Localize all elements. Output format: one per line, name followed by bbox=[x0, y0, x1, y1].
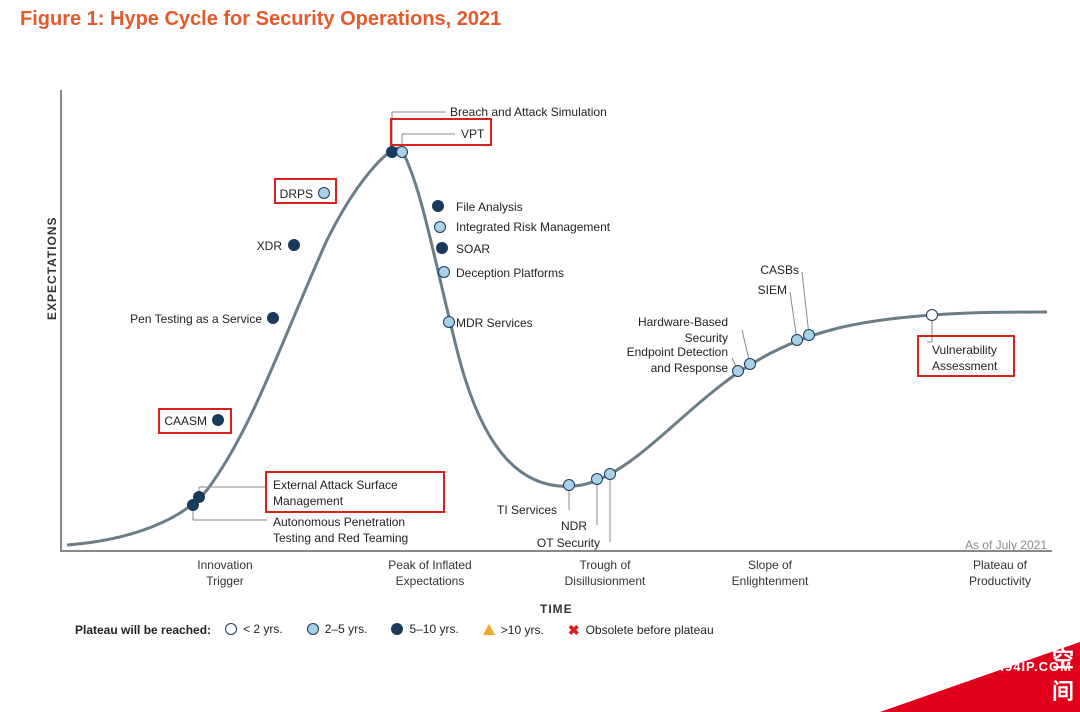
tech-label-soar: SOAR bbox=[456, 242, 490, 258]
tech-marker-ti bbox=[563, 479, 575, 491]
tech-marker-deception bbox=[438, 266, 450, 278]
legend-lead: Plateau will be reached: bbox=[75, 623, 211, 637]
tech-label-fileanalysis: File Analysis bbox=[456, 200, 523, 216]
legend-label: < 2 yrs. bbox=[243, 622, 283, 636]
phase-label: Peak of InflatedExpectations bbox=[370, 558, 490, 589]
tech-marker-soar bbox=[436, 242, 448, 254]
legend: Plateau will be reached: < 2 yrs. 2–5 yrs… bbox=[75, 622, 738, 638]
tech-marker-vpt bbox=[396, 146, 408, 158]
tech-marker-pentest bbox=[267, 312, 279, 324]
legend-swatch: ✖ bbox=[568, 625, 580, 635]
legend-swatch bbox=[391, 623, 403, 635]
highlight-vulnassess bbox=[917, 335, 1015, 377]
tech-marker-casb bbox=[803, 329, 815, 341]
tech-label-deception: Deception Platforms bbox=[456, 266, 564, 282]
tech-label-xdr: XDR bbox=[257, 239, 282, 255]
phase-label: Trough ofDisillusionment bbox=[545, 558, 665, 589]
tech-marker-fileanalysis bbox=[432, 200, 444, 212]
phase-label: Plateau ofProductivity bbox=[940, 558, 1060, 589]
tech-marker-hwsec bbox=[744, 358, 756, 370]
legend-item-5to10: 5–10 yrs. bbox=[391, 622, 468, 636]
tech-marker-xdr bbox=[288, 239, 300, 251]
tech-marker-ndr bbox=[591, 473, 603, 485]
tech-label-siem: SIEM bbox=[758, 283, 787, 299]
tech-marker-irm bbox=[434, 221, 446, 233]
tech-marker-easm bbox=[193, 491, 205, 503]
figure-title: Figure 1: Hype Cycle for Security Operat… bbox=[20, 8, 501, 31]
legend-label: >10 yrs. bbox=[501, 623, 544, 637]
highlight-easm bbox=[265, 471, 445, 513]
legend-item-obsolete: ✖ Obsolete before plateau bbox=[568, 623, 724, 637]
tech-label-casb: CASBs bbox=[760, 263, 799, 279]
tech-label-mdr: MDR Services bbox=[456, 316, 533, 332]
tech-label-hwsec: Hardware-BasedSecurity bbox=[638, 315, 728, 346]
legend-item-gt10: >10 yrs. bbox=[483, 623, 554, 637]
legend-label: Obsolete before plateau bbox=[586, 623, 714, 637]
tech-label-ti: TI Services bbox=[497, 503, 557, 519]
as-of-label: As of July 2021 bbox=[965, 538, 1047, 552]
y-axis-label: EXPECTATIONS bbox=[45, 216, 59, 320]
legend-swatch bbox=[483, 624, 495, 635]
legend-item-2to5: 2–5 yrs. bbox=[307, 622, 378, 636]
tech-marker-mdr bbox=[443, 316, 455, 328]
legend-item-lt2: < 2 yrs. bbox=[225, 622, 293, 636]
tech-marker-edr bbox=[732, 365, 744, 377]
legend-swatch bbox=[225, 623, 237, 635]
tech-marker-siem bbox=[791, 334, 803, 346]
tech-marker-vulnassess bbox=[926, 309, 938, 321]
tech-label-irm: Integrated Risk Management bbox=[456, 220, 610, 236]
chart-area: Autonomous PenetrationTesting and Red Te… bbox=[60, 90, 1052, 552]
x-axis-label: TIME bbox=[540, 602, 573, 616]
phase-label: Slope ofEnlightenment bbox=[710, 558, 830, 589]
highlight-drps bbox=[274, 178, 337, 204]
tech-marker-ot bbox=[604, 468, 616, 480]
legend-swatch bbox=[307, 623, 319, 635]
legend-label: 2–5 yrs. bbox=[325, 622, 368, 636]
tech-label-pentest: Pen Testing as a Service bbox=[130, 312, 262, 328]
watermark-triangle bbox=[880, 642, 1080, 712]
tech-label-edr: Endpoint Detectionand Response bbox=[627, 345, 728, 376]
highlight-caasm bbox=[158, 408, 232, 434]
page: Figure 1: Hype Cycle for Security Operat… bbox=[0, 0, 1080, 712]
legend-label: 5–10 yrs. bbox=[409, 622, 458, 636]
tech-label-apt: Autonomous PenetrationTesting and Red Te… bbox=[273, 515, 408, 546]
tech-label-ndr: NDR bbox=[561, 519, 587, 535]
tech-label-ot: OT Security bbox=[537, 536, 600, 552]
highlight-vpt bbox=[390, 118, 492, 146]
phase-label: InnovationTrigger bbox=[165, 558, 285, 589]
watermark-text: IT运维空间 bbox=[1052, 552, 1074, 706]
